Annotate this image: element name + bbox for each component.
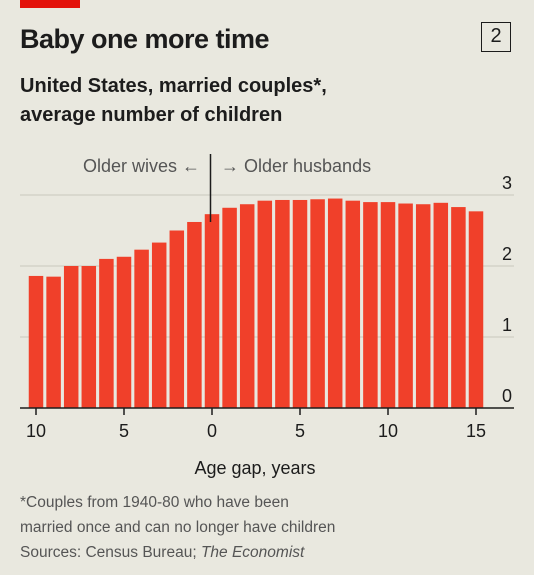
sources-line: Sources: Census Bureau; The Economist [20, 540, 335, 565]
bar [239, 204, 255, 408]
bar [116, 256, 132, 408]
x-tick-label: 5 [295, 421, 305, 441]
annotation-older-husbands: → Older husbands [221, 156, 371, 176]
brand-tag [20, 0, 80, 8]
x-tick-label: 0 [207, 421, 217, 441]
annotation-older-wives: Older wives ← [83, 156, 200, 176]
y-tick-label: 1 [502, 315, 512, 335]
bar [28, 275, 44, 408]
subtitle-line-2: average number of children [20, 104, 283, 126]
bar [292, 199, 308, 408]
bar [257, 200, 273, 408]
x-tick-label: 5 [119, 421, 129, 441]
footnote: *Couples from 1940-80 who have been marr… [20, 490, 335, 565]
bar [345, 200, 361, 408]
bar [81, 266, 97, 408]
subtitle-line-1: United States, married couples*, [20, 75, 327, 97]
bar [433, 202, 449, 408]
bar [46, 276, 61, 408]
chart-number-badge: 2 [481, 22, 511, 52]
bar [187, 221, 202, 408]
y-tick-label: 2 [502, 244, 512, 264]
footnote-line-1: *Couples from 1940-80 who have been [20, 494, 289, 511]
chart-title: Baby one more time [20, 24, 270, 54]
bar [204, 214, 220, 408]
bar [468, 211, 484, 408]
bar [63, 266, 79, 408]
bar [398, 203, 413, 408]
x-tick-label: 10 [378, 421, 398, 441]
y-tick-label: 3 [502, 173, 512, 193]
bar [310, 199, 325, 408]
bar [99, 258, 114, 408]
y-tick-label: 0 [502, 386, 512, 406]
bar [151, 242, 167, 408]
bar [169, 230, 185, 408]
x-tick-label: 10 [26, 421, 46, 441]
bar [222, 207, 237, 408]
x-axis-label: Age gap, years [194, 458, 315, 478]
bar [275, 199, 290, 408]
sources-publication: The Economist [200, 544, 305, 561]
chart-subtitle: United States, married couples*, average… [20, 72, 500, 130]
bar [451, 207, 466, 408]
bar [327, 198, 343, 408]
bar [134, 249, 149, 408]
footnote-line-2: married once and can no longer have chil… [20, 519, 336, 536]
x-tick-label: 15 [466, 421, 486, 441]
sources-text: Sources: Census Bureau; [20, 544, 201, 561]
bar [380, 202, 396, 408]
bar [363, 202, 378, 408]
bar-chart: 0 1 2 3 10 5 0 5 10 15 Older wives ← → Older hus… [20, 154, 514, 478]
bar [415, 204, 431, 408]
